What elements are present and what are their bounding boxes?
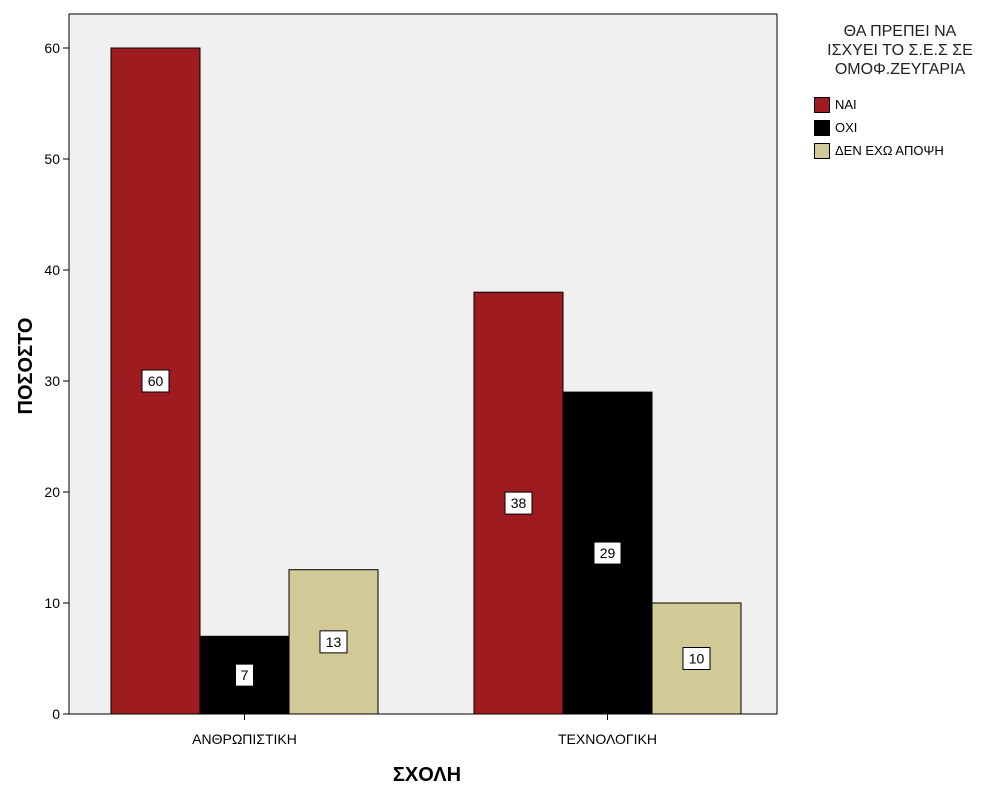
legend-item: ΔΕΝ ΕΧΩ ΑΠΟΨΗ <box>814 139 1000 162</box>
legend-title: ΘΑ ΠΡΕΠΕΙ ΝΑ ΙΣΧΥΕΙ ΤΟ Σ.Ε.Σ ΣΕ ΟΜΟΦ.ΖΕΥ… <box>827 23 973 78</box>
legend: ΘΑ ΠΡΕΠΕΙ ΝΑ ΙΣΧΥΕΙ ΤΟ Σ.Ε.Σ ΣΕ ΟΜΟΦ.ΖΕΥ… <box>800 22 1000 162</box>
data-label: 38 <box>511 495 527 511</box>
legend-swatch <box>814 142 830 159</box>
data-label: 60 <box>148 373 164 389</box>
y-tick-label: 60 <box>44 40 60 56</box>
data-label-box <box>504 491 533 515</box>
legend-label: ΔΕΝ ΕΧΩ ΑΠΟΨΗ <box>835 143 944 158</box>
plot-frame <box>68 13 778 715</box>
legend-label: ΝΑΙ <box>835 97 857 112</box>
x-tick-label: ΤΕΧΝΟΛΟΓΙΚΗ <box>558 731 657 747</box>
data-label-box <box>235 663 254 687</box>
legend-label: ΟΧΙ <box>835 120 858 135</box>
data-label-box <box>593 541 622 565</box>
data-label: 10 <box>689 651 705 667</box>
y-tick-label: 40 <box>44 262 60 278</box>
data-label-box <box>682 647 711 670</box>
y-axis-title: ΠΟΣΟΣΤΟ <box>15 318 37 415</box>
x-axis-title: ΣΧΟΛΗ <box>393 764 461 786</box>
data-label: 29 <box>600 545 616 561</box>
x-tick-label: ΑΝΘΡΩΠΙΣΤΙΚΗ <box>192 731 297 747</box>
data-label: 7 <box>241 667 249 683</box>
data-label: 13 <box>326 634 342 650</box>
legend-item: ΟΧΙ <box>814 116 1000 139</box>
y-tick-label: 50 <box>44 151 60 167</box>
legend-swatch <box>814 96 830 113</box>
y-tick-label: 10 <box>44 595 60 611</box>
legend-item: ΝΑΙ <box>814 93 1000 116</box>
data-label-box <box>141 369 170 393</box>
legend-swatch <box>814 119 830 136</box>
y-tick-label: 20 <box>44 484 60 500</box>
data-label-box <box>319 630 348 654</box>
y-tick-label: 0 <box>52 706 60 722</box>
y-tick-label: 30 <box>44 373 60 389</box>
